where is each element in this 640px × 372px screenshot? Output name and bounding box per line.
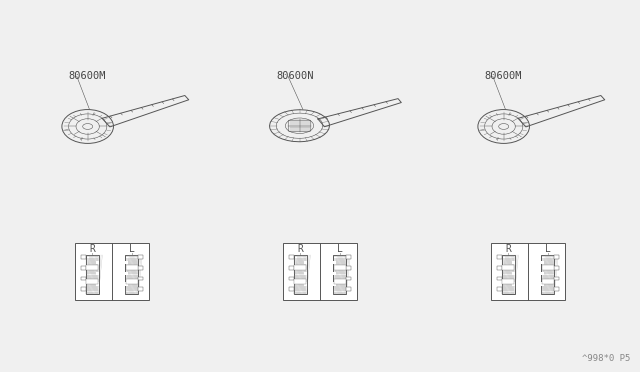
Bar xyxy=(554,287,559,291)
Bar xyxy=(554,266,559,269)
Text: 80600N: 80600N xyxy=(276,71,314,81)
Bar xyxy=(542,279,554,284)
Text: 80600M: 80600M xyxy=(484,71,522,81)
Bar xyxy=(81,276,86,280)
Bar xyxy=(125,282,128,286)
Text: R: R xyxy=(89,244,95,254)
Bar xyxy=(346,255,351,259)
Bar xyxy=(554,255,559,259)
Bar xyxy=(497,287,502,291)
Bar xyxy=(86,265,98,270)
Bar xyxy=(294,279,306,284)
Bar xyxy=(512,261,515,264)
Bar xyxy=(502,265,514,270)
Bar xyxy=(289,266,294,269)
Bar xyxy=(333,261,336,264)
Bar xyxy=(346,266,351,269)
Bar xyxy=(304,272,307,275)
Bar xyxy=(96,261,99,264)
Bar xyxy=(541,272,544,275)
Bar xyxy=(333,255,346,294)
FancyBboxPatch shape xyxy=(283,243,357,301)
Bar xyxy=(81,287,86,291)
Bar xyxy=(542,265,554,270)
Bar xyxy=(125,255,138,294)
Bar xyxy=(294,255,307,294)
Text: ^998*0 P5: ^998*0 P5 xyxy=(582,354,630,363)
Text: L: L xyxy=(545,244,551,254)
Bar xyxy=(126,279,138,284)
Bar xyxy=(346,287,351,291)
Bar xyxy=(96,272,99,275)
Bar xyxy=(497,266,502,269)
Bar xyxy=(125,261,128,264)
Bar xyxy=(304,282,307,286)
Bar xyxy=(125,272,128,275)
FancyBboxPatch shape xyxy=(76,243,148,301)
Bar xyxy=(289,287,294,291)
Bar xyxy=(138,276,143,280)
Bar xyxy=(502,255,515,294)
Bar xyxy=(333,272,336,275)
Bar xyxy=(346,276,351,280)
Bar xyxy=(512,282,515,286)
Text: L: L xyxy=(337,244,343,254)
Bar xyxy=(554,276,559,280)
Bar xyxy=(541,282,544,286)
Bar xyxy=(541,255,554,294)
Bar xyxy=(497,276,502,280)
Bar xyxy=(502,279,514,284)
Bar xyxy=(541,261,544,264)
Bar xyxy=(333,282,336,286)
Bar xyxy=(138,255,143,259)
Bar xyxy=(334,279,346,284)
Bar xyxy=(289,276,294,280)
Bar xyxy=(294,265,306,270)
Bar xyxy=(81,266,86,269)
Text: L: L xyxy=(129,244,135,254)
Bar xyxy=(81,255,86,259)
Bar xyxy=(334,265,346,270)
Text: 80600M: 80600M xyxy=(68,71,106,81)
Bar xyxy=(497,255,502,259)
Bar xyxy=(86,255,99,294)
Bar xyxy=(96,282,99,286)
Text: R: R xyxy=(505,244,511,254)
Bar xyxy=(289,255,294,259)
Bar xyxy=(304,261,307,264)
Bar xyxy=(512,272,515,275)
Bar xyxy=(86,279,98,284)
FancyBboxPatch shape xyxy=(492,243,564,301)
Bar xyxy=(138,287,143,291)
Bar xyxy=(126,265,138,270)
Text: R: R xyxy=(297,244,303,254)
Bar xyxy=(138,266,143,269)
